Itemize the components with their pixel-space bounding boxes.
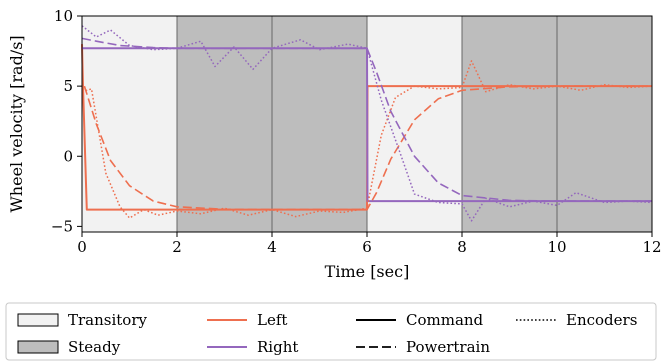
x-axis-label: Time [sec] — [325, 262, 410, 281]
legend: Transitory Steady Left Right Command Powertra… — [5, 302, 657, 361]
x-tick-label-0: 0 — [77, 238, 87, 256]
series-lines — [81, 25, 653, 222]
series-right-powertrain — [81, 37, 652, 202]
legend-frame — [5, 302, 657, 361]
region-transitory-2 — [367, 16, 462, 232]
legend-item-right: Right — [207, 338, 298, 356]
x-tick-label-5: 10 — [547, 238, 566, 256]
x-tick-label-6: 12 — [642, 238, 661, 256]
y-axis-ticks: −5 0 5 10 — [51, 7, 82, 235]
region-transitory-0 — [82, 16, 177, 232]
series-right-encoders — [81, 25, 653, 222]
legend-label: Powertrain — [406, 338, 490, 356]
legend-item-left: Left — [207, 311, 287, 329]
legend-label: Encoders — [566, 311, 637, 329]
x-tick-label-4: 8 — [457, 238, 467, 256]
y-tick-label-3: 10 — [54, 7, 73, 25]
x-axis-ticks: 0 2 4 6 8 10 12 — [77, 232, 662, 256]
legend-label: Left — [257, 311, 287, 329]
legend-swatch — [17, 313, 59, 327]
legend-label: Steady — [68, 338, 121, 356]
x-tick-label-1: 2 — [172, 238, 182, 256]
legend-label: Command — [406, 311, 484, 329]
legend-item-encoders: Encoders — [516, 311, 637, 329]
legend-item-steady: Steady — [17, 338, 121, 356]
series-left-powertrain — [83, 85, 652, 211]
y-axis-label: Wheel velocity [rad/s] — [7, 35, 26, 212]
legend-item-transitory: Transitory — [17, 311, 148, 329]
y-tick-label-0: −5 — [51, 217, 73, 235]
legend-label: Right — [257, 338, 298, 356]
y-tick-label-2: 5 — [63, 77, 73, 95]
legend-item-command: Command — [356, 311, 484, 329]
legend-label: Transitory — [68, 311, 148, 329]
series-left-encoders — [81, 60, 653, 219]
legend-swatch — [17, 340, 59, 354]
x-tick-label-2: 4 — [267, 238, 277, 256]
legend-item-powertrain: Powertrain — [356, 338, 490, 356]
y-tick-label-1: 0 — [63, 147, 73, 165]
x-tick-label-3: 6 — [362, 238, 372, 256]
